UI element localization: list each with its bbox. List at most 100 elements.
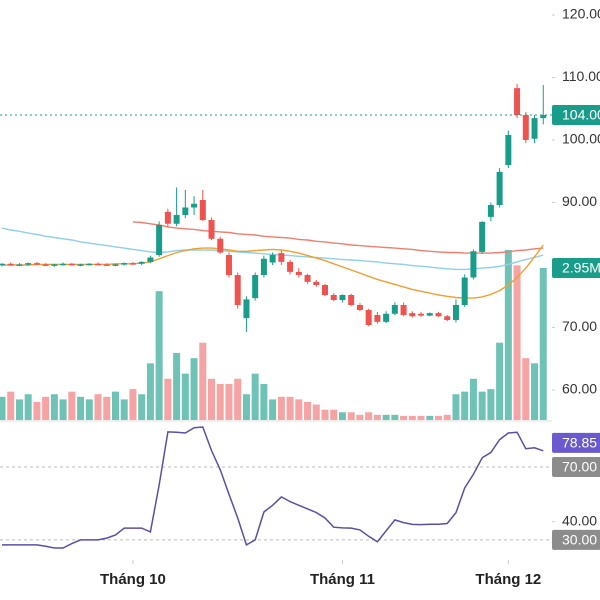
- candle-body: [60, 263, 67, 266]
- y-tick-label: 120.00: [562, 6, 600, 22]
- volume-bar: [85, 399, 93, 420]
- candle-body: [173, 215, 180, 224]
- volume-bar: [120, 399, 128, 420]
- volume-bar: [260, 383, 268, 420]
- candle-body: [156, 225, 163, 255]
- candle-body: [182, 207, 189, 215]
- volume-bar: [146, 363, 154, 420]
- candle-body: [129, 263, 136, 265]
- volume-bar: [513, 265, 521, 420]
- volume-bar: [365, 412, 373, 420]
- candle-body: [435, 313, 442, 317]
- candle-body: [356, 305, 363, 310]
- candle-body: [505, 135, 512, 165]
- candle-body: [147, 257, 154, 262]
- candle-body: [400, 305, 407, 315]
- volume-bar: [330, 409, 338, 420]
- volume-bar: [539, 267, 547, 420]
- candle-body: [269, 255, 276, 263]
- candle-body: [138, 261, 145, 264]
- volume-bar: [242, 394, 250, 420]
- volume-bar: [24, 394, 32, 420]
- candle-body: [7, 263, 14, 266]
- volume-bar: [338, 412, 346, 420]
- candle-body: [16, 264, 23, 266]
- x-tick-label: Tháng 11: [310, 571, 375, 588]
- volume-bar: [155, 291, 163, 420]
- volume-bar: [461, 391, 469, 420]
- volume-bar: [7, 391, 15, 420]
- volume-bar: [77, 396, 85, 420]
- candle-body: [86, 263, 93, 266]
- volume-bar: [373, 414, 381, 420]
- volume-bar: [269, 399, 277, 420]
- candle-body: [243, 299, 250, 319]
- candle-body: [313, 281, 320, 285]
- volume-bar: [103, 396, 111, 420]
- reference-label-box: [552, 456, 600, 477]
- reference-label: 70.00: [562, 459, 597, 475]
- candle-body: [42, 264, 49, 266]
- candle-body: [374, 315, 381, 322]
- x-tick-label: Tháng 10: [100, 571, 166, 588]
- y-tick-label: 90.00: [562, 193, 597, 209]
- candle-body: [330, 295, 337, 300]
- candle-body: [191, 203, 198, 208]
- volume-bar: [164, 378, 172, 420]
- volume-bar: [408, 415, 416, 420]
- candle-body: [470, 251, 477, 278]
- volume-bar: [251, 373, 259, 420]
- volume-bar: [225, 383, 233, 420]
- volume-bar: [435, 415, 442, 420]
- last-rsi-label: 78.85: [562, 435, 597, 451]
- volume-bar: [391, 414, 399, 420]
- volume-bar: [452, 394, 460, 420]
- volume-bar: [190, 358, 198, 420]
- volume-bar: [356, 414, 364, 420]
- candle-body: [531, 118, 538, 139]
- candle-body: [540, 115, 547, 119]
- volume-bar: [417, 415, 425, 420]
- candle-body: [199, 200, 206, 220]
- volume-bar: [199, 342, 207, 420]
- candle-body: [95, 263, 102, 266]
- candle-body: [461, 277, 468, 305]
- candle-body: [217, 238, 224, 253]
- candle-body: [260, 258, 267, 275]
- candle-body: [452, 305, 459, 320]
- volume-bar: [208, 378, 216, 420]
- candle-body: [348, 295, 355, 305]
- volume-bar: [443, 414, 451, 420]
- candle-body: [208, 220, 215, 239]
- volume-bar: [234, 378, 242, 420]
- candle-body: [252, 275, 259, 299]
- volume-bar: [68, 391, 76, 420]
- volume-bar: [33, 401, 41, 420]
- volume-bar: [487, 389, 495, 420]
- y-tick-label: 110.00: [562, 68, 600, 84]
- volume-bar: [216, 383, 224, 420]
- candle-body: [103, 264, 110, 266]
- candle-body: [164, 211, 171, 224]
- volume-bar: [173, 353, 181, 420]
- volume-bar: [277, 396, 285, 420]
- candle-body: [33, 263, 40, 265]
- reference-label: 30.00: [562, 532, 597, 548]
- candle-body: [225, 255, 232, 275]
- candle-body: [365, 310, 372, 325]
- volume-bar: [496, 342, 504, 420]
- candle-body: [522, 115, 529, 140]
- candle-body: [25, 263, 32, 265]
- last-volume-label: 2.95M: [562, 260, 600, 276]
- candle-body: [418, 313, 425, 316]
- volume-bar: [42, 396, 50, 420]
- y-tick-label: 70.00: [562, 318, 597, 334]
- last-price-label: 104.00: [562, 107, 600, 123]
- candle-body: [322, 285, 329, 295]
- candle-body: [278, 253, 285, 262]
- candle-body: [426, 313, 433, 316]
- volume-bar: [504, 249, 512, 420]
- volume-bar: [382, 414, 390, 420]
- volume-bar: [469, 378, 477, 420]
